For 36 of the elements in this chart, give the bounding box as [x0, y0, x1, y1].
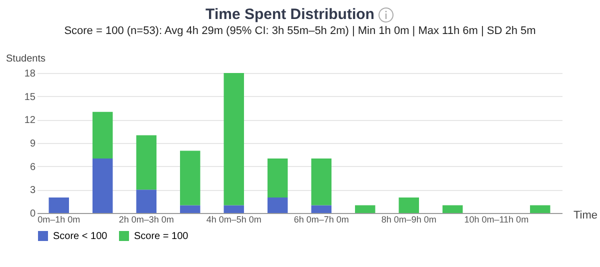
bar	[224, 205, 244, 213]
bar	[268, 158, 288, 198]
bar	[442, 205, 463, 213]
y-axis-title: Students	[6, 54, 46, 64]
y-tick-label: 9	[30, 138, 36, 150]
bar	[224, 73, 244, 206]
bar	[180, 205, 200, 213]
bar	[92, 112, 113, 159]
chart-title: Time Spent Distribution	[206, 6, 374, 23]
bar	[92, 158, 113, 213]
x-tick-label: 4h 0m–5h 0m	[206, 214, 262, 224]
y-tick-label: 6	[30, 162, 36, 173]
y-tick-label: 18	[24, 68, 36, 80]
chart-subtitle: Score = 100 (n=53): Avg 4h 29m (95% CI: 3h 55m–5h 2m) | Min 1h 0m | Max 11h 6m | SD 2h 5m	[63, 25, 537, 37]
legend-label: Score = 100	[134, 231, 189, 242]
y-tick-label: 3	[30, 185, 36, 196]
y-tick-label: 15	[24, 92, 36, 103]
bar	[530, 205, 550, 213]
y-tick-label: 0	[30, 208, 36, 220]
bar	[398, 197, 419, 213]
bar	[136, 135, 156, 190]
bar	[311, 205, 332, 213]
x-tick-label: 2h 0m–3h 0m	[118, 214, 174, 224]
y-tick-label: 12	[24, 115, 36, 126]
x-tick-label: 0m–1h 0m	[38, 214, 80, 224]
bar	[355, 205, 376, 213]
x-tick-label: 10h 0m–11h 0m	[464, 214, 529, 224]
x-axis-title: Time	[573, 210, 598, 222]
x-tick-label: 6h 0m–7h 0m	[294, 214, 349, 224]
bar	[48, 197, 69, 213]
bar	[180, 150, 200, 206]
legend-label: Score < 100	[53, 231, 108, 242]
bar	[136, 190, 156, 213]
bar	[268, 197, 288, 213]
bar	[311, 158, 332, 206]
x-tick-label: 8h 0m–9h 0m	[381, 214, 436, 224]
